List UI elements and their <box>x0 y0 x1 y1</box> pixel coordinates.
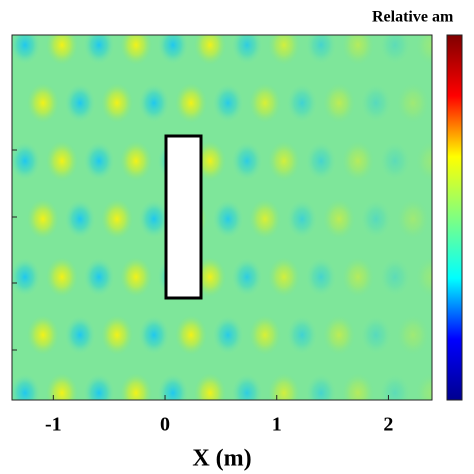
field-blob <box>305 373 337 400</box>
field-blob <box>416 35 432 65</box>
x-tick-label: 0 <box>160 414 170 436</box>
field-blob <box>360 315 392 355</box>
field-blob <box>231 373 263 400</box>
colorbar-title: Relative am <box>372 9 454 26</box>
field-blob <box>342 35 374 65</box>
field-blob <box>175 315 207 355</box>
field-blob <box>286 315 318 355</box>
field-blob <box>212 315 244 355</box>
field-blob <box>268 257 300 297</box>
field-blob <box>305 257 337 297</box>
field-blob <box>138 83 170 123</box>
x-axis-label: X (m) <box>192 446 251 472</box>
field-blob <box>64 199 96 239</box>
field-blob <box>46 373 78 400</box>
field-blob <box>194 35 226 65</box>
field-blob <box>101 83 133 123</box>
x-tick-label: 1 <box>272 414 282 436</box>
field-blob <box>416 373 432 400</box>
field-blob <box>194 373 226 400</box>
field-blob <box>12 373 41 400</box>
field-blob <box>397 199 429 239</box>
field-blob <box>231 35 263 65</box>
field-blob <box>138 315 170 355</box>
field-blob <box>83 373 115 400</box>
field-blob <box>83 35 115 65</box>
field-blob <box>360 83 392 123</box>
field-blob <box>286 199 318 239</box>
field-blob <box>305 141 337 181</box>
field-blob <box>120 373 152 400</box>
field-blob <box>83 257 115 297</box>
field-blob <box>83 141 115 181</box>
field-blob <box>27 315 59 355</box>
field-blob <box>342 257 374 297</box>
heatmap-field <box>12 35 432 400</box>
field-blob <box>323 83 355 123</box>
field-blob <box>64 315 96 355</box>
field-blob <box>231 141 263 181</box>
field-blob <box>249 83 281 123</box>
field-blob <box>416 257 432 297</box>
field-blob <box>342 141 374 181</box>
field-blob <box>120 257 152 297</box>
field-blob <box>342 373 374 400</box>
field-blob <box>268 141 300 181</box>
field-blob <box>12 35 41 65</box>
field-blob <box>379 141 411 181</box>
field-blob <box>101 315 133 355</box>
field-blob <box>416 141 432 181</box>
x-tick-label: -1 <box>45 414 62 436</box>
x-tick-label: 2 <box>383 414 393 436</box>
field-blob <box>120 35 152 65</box>
field-blob <box>101 199 133 239</box>
field-blob <box>268 35 300 65</box>
field-blob <box>360 199 392 239</box>
field-blob <box>12 257 41 297</box>
field-blob <box>27 199 59 239</box>
field-blob <box>286 83 318 123</box>
colorbar <box>446 34 463 401</box>
field-blob <box>64 83 96 123</box>
field-blob <box>397 315 429 355</box>
field-blob <box>212 199 244 239</box>
field-blob <box>397 83 429 123</box>
field-blob <box>27 83 59 123</box>
field-blob <box>231 257 263 297</box>
field-blob <box>305 35 337 65</box>
obstacle <box>164 134 203 300</box>
field-blob <box>175 83 207 123</box>
field-blob <box>379 373 411 400</box>
field-blob <box>157 373 189 400</box>
field-blob <box>323 199 355 239</box>
field-blob <box>157 35 189 65</box>
field-blob <box>12 141 41 181</box>
field-blob <box>249 199 281 239</box>
field-blob <box>268 373 300 400</box>
field-blob <box>212 83 244 123</box>
field-blob <box>46 257 78 297</box>
field-blob <box>379 35 411 65</box>
field-blob <box>249 315 281 355</box>
field-blob <box>46 35 78 65</box>
field-blob <box>379 257 411 297</box>
field-blob <box>323 315 355 355</box>
field-blob <box>46 141 78 181</box>
field-blob <box>138 199 170 239</box>
field-blob <box>120 141 152 181</box>
y-tick-marks <box>12 149 17 351</box>
